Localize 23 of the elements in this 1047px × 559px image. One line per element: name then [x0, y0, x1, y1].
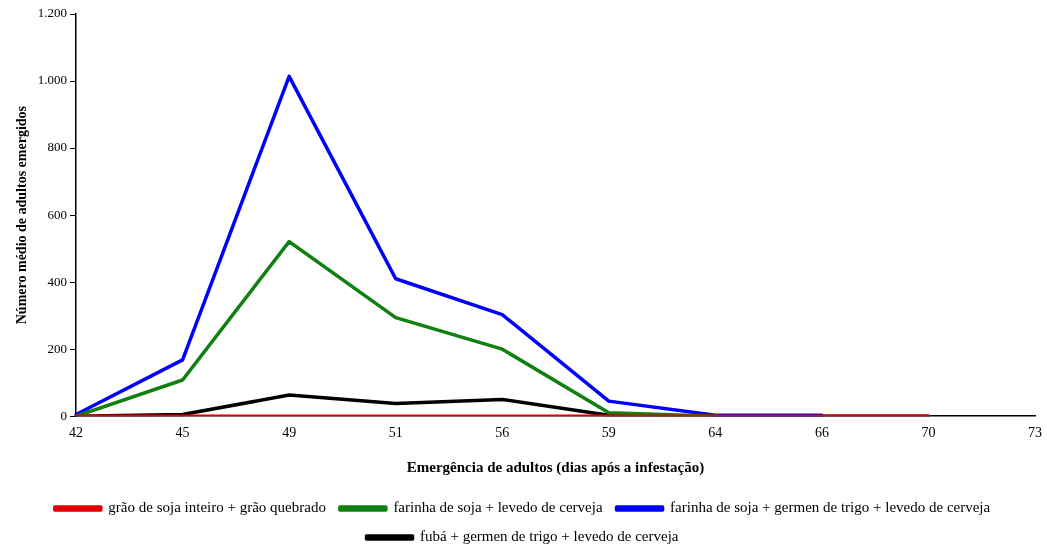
x-tick-label: 56 [495, 425, 510, 441]
x-tick-label: 51 [388, 425, 403, 441]
x-tick-label: 66 [814, 425, 829, 441]
y-tick-label: 400 [47, 273, 68, 289]
x-tick-label: 70 [921, 425, 936, 441]
y-tick-label: 1.200 [37, 5, 68, 21]
x-axis-title: Emergência de adultos (dias após a infestação) [406, 458, 705, 476]
y-tick-label: 0 [60, 407, 68, 423]
x-tick-label: 49 [282, 425, 297, 441]
legend-label: farinha de soja + levedo de cerveja [393, 499, 603, 516]
y-tick-label: 1.000 [37, 72, 68, 88]
x-tick-label: 59 [601, 425, 616, 441]
y-axis-title: Número médio de adultos emergidos [14, 105, 30, 325]
x-tick-label: 42 [69, 425, 84, 441]
y-tick-label: 800 [47, 139, 68, 155]
x-tick-label: 45 [175, 425, 190, 441]
legend-label: fubá + germen de trigo + levedo de cerveja [420, 528, 679, 545]
legend-label: farinha de soja + germen de trigo + levedo de cerveja [670, 499, 991, 516]
legend-label: grão de soja inteiro + grão quebrado [108, 499, 326, 516]
y-tick-label: 200 [47, 340, 68, 356]
x-tick-label: 64 [708, 425, 723, 441]
x-tick-label: 73 [1028, 425, 1042, 441]
y-tick-label: 600 [47, 206, 68, 222]
